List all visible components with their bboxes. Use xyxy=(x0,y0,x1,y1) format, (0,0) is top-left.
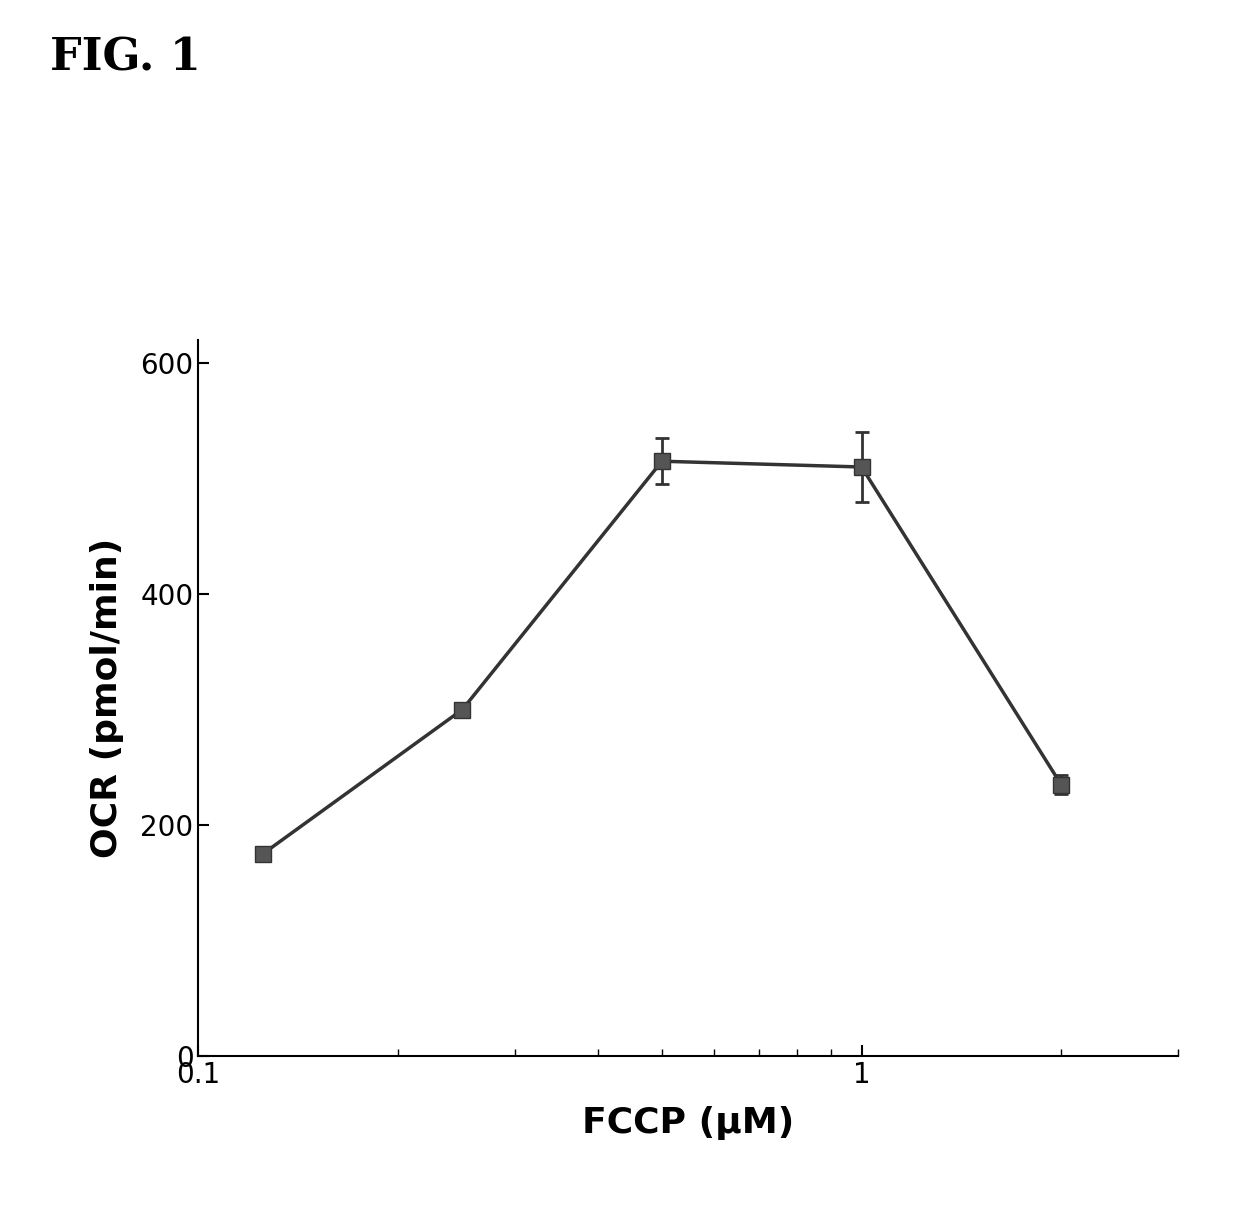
Y-axis label: OCR (pmol/min): OCR (pmol/min) xyxy=(89,538,124,858)
Text: FIG. 1: FIG. 1 xyxy=(50,36,201,79)
X-axis label: FCCP (μM): FCCP (μM) xyxy=(582,1106,795,1140)
